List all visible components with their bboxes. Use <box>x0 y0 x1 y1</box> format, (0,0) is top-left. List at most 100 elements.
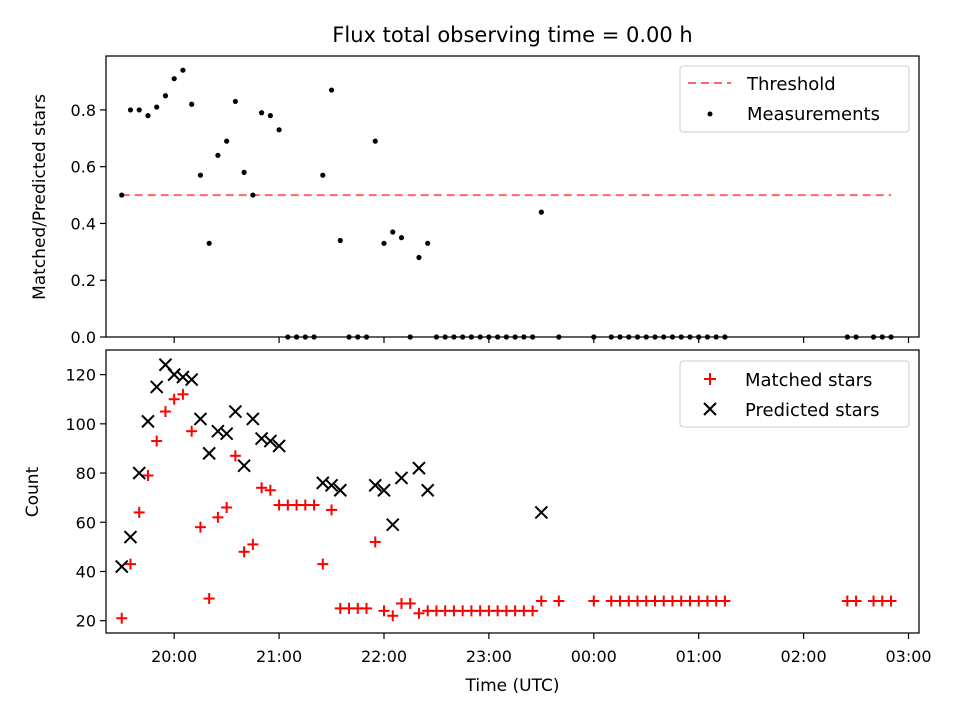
measurement-point <box>320 172 326 178</box>
measurement-point <box>189 101 195 107</box>
measurement-point <box>224 138 230 144</box>
matched-legend-swatch <box>704 373 716 385</box>
predicted-star-point <box>368 478 382 493</box>
matched-star-point <box>326 504 338 516</box>
matched-star-point <box>133 506 145 518</box>
matched-star-point <box>186 425 198 437</box>
measurement-point <box>154 104 160 110</box>
predicted-star-point <box>272 439 286 453</box>
count-y-tick-label: 40 <box>76 562 96 581</box>
predicted-star-point <box>420 483 435 497</box>
matched-star-point <box>378 605 390 617</box>
measurement-point <box>127 107 134 113</box>
matched-star-point <box>194 521 206 533</box>
measurement-point <box>215 152 221 158</box>
matched-star-point <box>535 595 547 607</box>
matched-star-point <box>527 605 539 617</box>
matched-star-point <box>413 607 425 619</box>
ratio-axis-ticks: 0.0 0.2 0.4 0.6 0.8 <box>71 101 910 347</box>
ratio-y-tick-label: 0.0 <box>71 328 96 347</box>
count-axis-ticks: 20:00 21:00 22:00 23:00 00:00 01:00 02:00 03:00… <box>65 366 931 666</box>
predicted-star-point <box>377 483 391 497</box>
measurement-point <box>206 240 212 246</box>
ratio-y-tick-label: 0.4 <box>71 214 96 233</box>
matched-star-point <box>361 602 373 614</box>
predicted-star-point <box>202 446 216 461</box>
predicted-star-point <box>115 559 129 574</box>
matched-star-point <box>588 595 600 607</box>
ratio-legend: Threshold Measurements <box>679 65 910 133</box>
predicted-star-point <box>394 471 409 485</box>
measurement-point <box>171 76 177 82</box>
measurement-point <box>276 127 282 133</box>
predicted-star-point <box>211 424 225 438</box>
measurement-point <box>119 192 125 198</box>
matched-star-point <box>151 435 163 447</box>
predicted-legend-label: Predicted stars <box>745 400 879 421</box>
measurement-point <box>136 107 142 113</box>
predicted-star-point <box>123 530 138 544</box>
predicted-star-point <box>316 476 330 490</box>
count-y-axis-label: Count <box>23 466 43 517</box>
measurement-point <box>232 98 238 105</box>
measurements-legend-label: Measurements <box>747 104 880 125</box>
matched-star-point <box>553 595 565 607</box>
count-plot-frame <box>105 349 920 634</box>
measurement-point <box>259 110 265 116</box>
ratio-legend-box <box>679 65 910 133</box>
ratio-y-tick-label: 0.8 <box>71 101 96 120</box>
measurement-point <box>538 209 544 215</box>
measurement-point <box>162 93 169 99</box>
predicted-star-point <box>254 431 269 446</box>
time-x-axis-label: Time (UTC) <box>465 676 560 696</box>
matched-star-point <box>142 470 154 482</box>
measurement-point <box>372 138 378 144</box>
measurement-point <box>425 240 431 246</box>
matched-star-point <box>247 538 259 550</box>
matched-star-point <box>168 393 180 405</box>
matched-star-point <box>850 595 862 607</box>
time-x-tick-label: 20:00 <box>151 647 197 666</box>
measurement-point <box>241 169 247 175</box>
matched-star-point <box>308 499 320 511</box>
count-legend: Matched stars Predicted stars <box>679 360 910 428</box>
matched-star-point <box>317 558 329 570</box>
matched-star-point <box>256 482 268 494</box>
predicted-star-point <box>246 412 260 426</box>
count-legend-box <box>679 360 910 428</box>
predicted-star-point <box>263 434 278 448</box>
time-x-tick-label: 22:00 <box>361 647 407 666</box>
matched-star-point <box>221 501 233 513</box>
matched-star-point <box>116 612 128 624</box>
measurement-point <box>398 235 405 241</box>
predicted-star-point <box>132 466 146 480</box>
predicted-star-point <box>184 372 199 387</box>
matched-star-point <box>264 484 276 496</box>
count-data-layer <box>115 358 897 624</box>
ratio-y-tick-label: 0.2 <box>71 271 96 290</box>
predicted-star-point <box>193 412 208 426</box>
ratio-y-tick-label: 0.6 <box>71 158 96 177</box>
matched-star-point <box>177 388 189 400</box>
time-x-tick-label: 23:00 <box>466 647 512 666</box>
measurement-point <box>337 237 343 244</box>
count-y-tick-label: 100 <box>65 415 96 434</box>
count-y-tick-label: 80 <box>76 464 96 483</box>
matched-star-point <box>124 558 136 570</box>
predicted-star-point <box>237 458 251 473</box>
predicted-star-point <box>141 414 155 429</box>
matched-star-point <box>238 546 250 558</box>
count-y-tick-label: 20 <box>76 612 96 631</box>
matched-star-point <box>885 595 897 607</box>
ratio-y-axis-label: Matched/Predicted stars <box>30 94 50 300</box>
predicted-star-point <box>219 426 234 441</box>
time-x-tick-label: 21:00 <box>256 647 302 666</box>
predicted-star-point <box>412 461 426 475</box>
measurement-point <box>197 172 204 178</box>
predicted-star-point <box>386 518 400 532</box>
measurement-point <box>250 192 256 198</box>
matched-star-point <box>212 511 224 523</box>
matched-legend-label: Matched stars <box>745 370 872 391</box>
predicted-star-point <box>333 483 347 497</box>
